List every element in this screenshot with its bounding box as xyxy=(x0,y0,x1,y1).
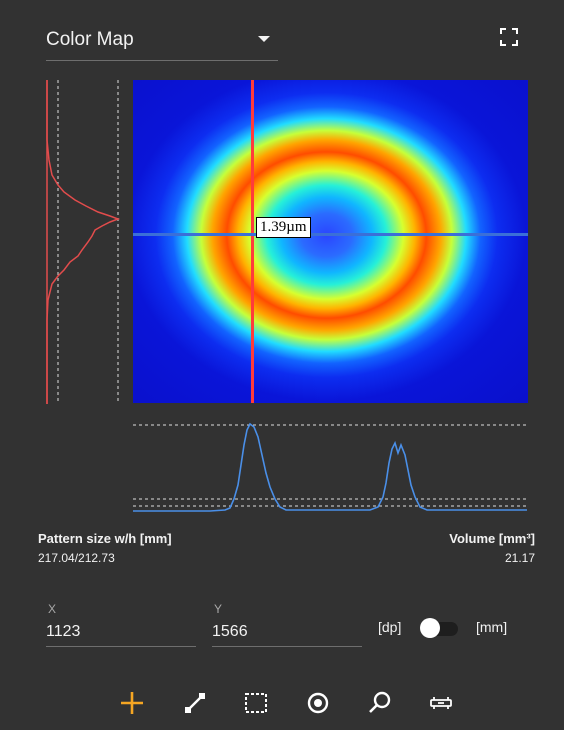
cursor-readout-value: 1.39µm xyxy=(260,219,307,235)
y-input[interactable]: 1566 xyxy=(212,616,362,647)
x-input[interactable]: 1123 xyxy=(46,616,196,647)
color-map-dropdown[interactable]: Color Map xyxy=(46,20,278,61)
level-icon[interactable] xyxy=(428,690,454,716)
y-input-value: 1566 xyxy=(212,623,248,640)
search-icon[interactable] xyxy=(367,690,393,716)
volume-value: 21.17 xyxy=(504,551,535,565)
fullscreen-icon[interactable] xyxy=(500,28,518,46)
x-label: X xyxy=(48,602,57,616)
rect-select-icon[interactable] xyxy=(243,690,269,716)
horizontal-crosshair[interactable] xyxy=(133,233,528,236)
unit-dp-label: [dp] xyxy=(378,619,402,635)
vertical-profile-curve xyxy=(46,80,121,404)
pattern-size-label: Pattern size w/h [mm] xyxy=(38,531,172,546)
unit-mm-label: [mm] xyxy=(476,619,508,635)
chevron-down-icon xyxy=(258,36,270,42)
y-label: Y xyxy=(214,602,223,616)
dropdown-label: Color Map xyxy=(46,29,134,50)
unit-toggle[interactable] xyxy=(420,618,460,638)
vertical-crosshair[interactable] xyxy=(251,80,254,403)
cursor-readout: 1.39µm xyxy=(256,217,311,238)
line-measure-icon[interactable] xyxy=(182,690,208,716)
vertical-profile-plot xyxy=(46,80,121,404)
color-heatmap[interactable]: 1.39µm xyxy=(133,80,528,403)
horizontal-profile-curve xyxy=(133,422,527,512)
pattern-size-value: 217.04/212.73 xyxy=(38,551,115,565)
toggle-knob xyxy=(420,618,440,638)
horizontal-profile-plot xyxy=(133,422,527,512)
add-icon[interactable] xyxy=(119,690,145,716)
x-input-value: 1123 xyxy=(46,623,81,640)
volume-label: Volume [mm³] xyxy=(449,531,535,546)
target-icon[interactable] xyxy=(305,690,331,716)
